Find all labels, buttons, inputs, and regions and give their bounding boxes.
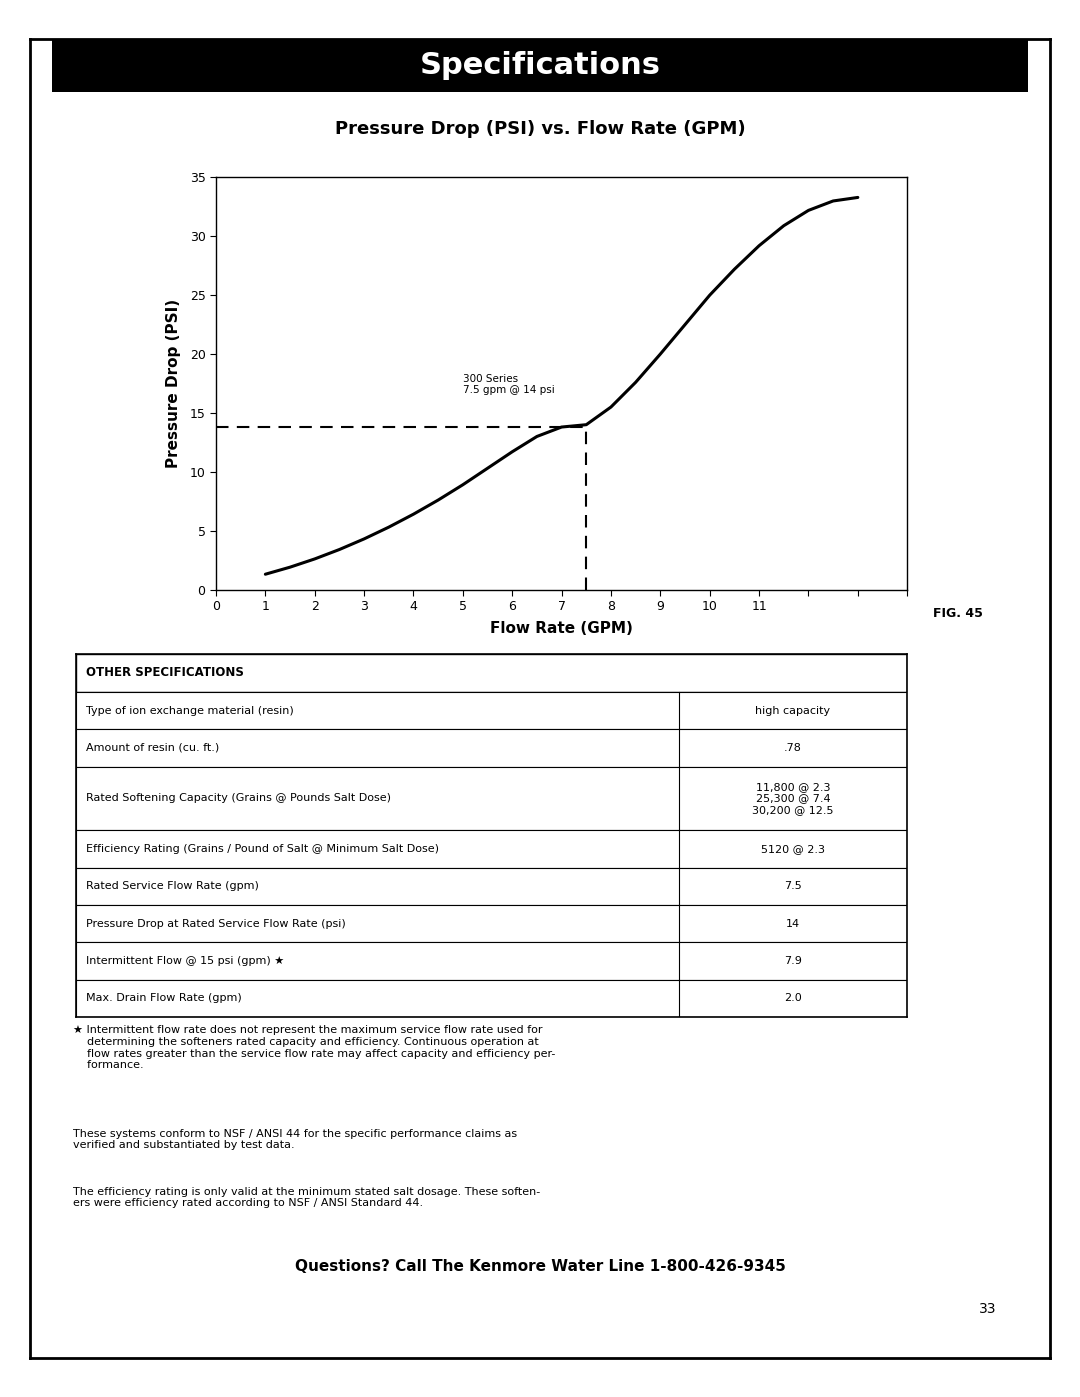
Text: Pressure Drop at Rated Service Flow Rate (psi): Pressure Drop at Rated Service Flow Rate… (85, 919, 346, 929)
Text: .78: .78 (784, 743, 801, 753)
Text: 33: 33 (980, 1302, 997, 1316)
Text: 11,800 @ 2.3
25,300 @ 7.4
30,200 @ 12.5: 11,800 @ 2.3 25,300 @ 7.4 30,200 @ 12.5 (752, 782, 834, 814)
Text: ★ Intermittent flow rate does not represent the maximum service flow rate used f: ★ Intermittent flow rate does not repres… (73, 1025, 556, 1070)
Text: Intermittent Flow @ 15 psi (gpm) ★: Intermittent Flow @ 15 psi (gpm) ★ (85, 956, 284, 965)
Text: 7.5: 7.5 (784, 882, 801, 891)
Bar (76, 654, 907, 692)
Text: Rated Softening Capacity (Grains @ Pounds Salt Dose): Rated Softening Capacity (Grains @ Pound… (85, 793, 391, 803)
Text: 2.0: 2.0 (784, 993, 801, 1003)
Bar (76, 729, 907, 767)
Bar (76, 830, 907, 868)
Bar (76, 979, 907, 1017)
Text: FIG. 45: FIG. 45 (933, 608, 983, 620)
Text: Specifications: Specifications (419, 52, 661, 80)
Text: Rated Service Flow Rate (gpm): Rated Service Flow Rate (gpm) (85, 882, 258, 891)
Text: 300 Series
7.5 gpm @ 14 psi: 300 Series 7.5 gpm @ 14 psi (463, 373, 555, 395)
Bar (76, 767, 907, 830)
Text: Questions? Call The Kenmore Water Line 1-800-426-9345: Questions? Call The Kenmore Water Line 1… (295, 1259, 785, 1274)
Text: Efficiency Rating (Grains / Pound of Salt @ Minimum Salt Dose): Efficiency Rating (Grains / Pound of Sal… (85, 844, 438, 854)
X-axis label: Flow Rate (GPM): Flow Rate (GPM) (490, 622, 633, 636)
Bar (76, 943, 907, 979)
Text: These systems conform to NSF / ANSI 44 for the specific performance claims as
ve: These systems conform to NSF / ANSI 44 f… (73, 1129, 517, 1150)
Text: The efficiency rating is only valid at the minimum stated salt dosage. These sof: The efficiency rating is only valid at t… (73, 1186, 541, 1208)
Text: OTHER SPECIFICATIONS: OTHER SPECIFICATIONS (85, 666, 243, 679)
Text: 14: 14 (786, 919, 800, 929)
Text: 5120 @ 2.3: 5120 @ 2.3 (760, 844, 825, 854)
Text: Max. Drain Flow Rate (gpm): Max. Drain Flow Rate (gpm) (85, 993, 241, 1003)
Bar (76, 905, 907, 943)
Bar (76, 868, 907, 905)
Text: Pressure Drop (PSI) vs. Flow Rate (GPM): Pressure Drop (PSI) vs. Flow Rate (GPM) (335, 120, 745, 137)
Bar (76, 692, 907, 729)
Text: Type of ion exchange material (resin): Type of ion exchange material (resin) (85, 705, 294, 715)
Y-axis label: Pressure Drop (PSI): Pressure Drop (PSI) (166, 299, 181, 468)
Text: 7.9: 7.9 (784, 956, 801, 965)
Text: high capacity: high capacity (755, 705, 831, 715)
Text: Amount of resin (cu. ft.): Amount of resin (cu. ft.) (85, 743, 219, 753)
